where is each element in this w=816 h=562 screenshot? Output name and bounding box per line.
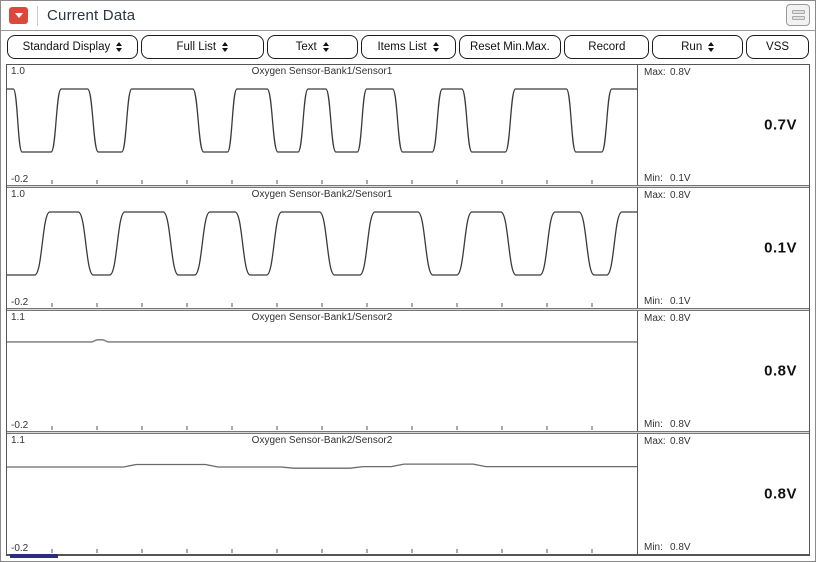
- panel-separator: [7, 185, 809, 188]
- max-value: 0.8V: [670, 436, 691, 447]
- max-stat: Max: 0.8V: [644, 190, 691, 201]
- y-min-label: -0.2: [11, 420, 29, 431]
- current-value: 0.7V: [764, 116, 797, 134]
- popup-arrows-icon: [432, 42, 439, 52]
- sensor-stats: Max: 0.8V 0.8V Min: 0.8V: [637, 434, 809, 554]
- channel-title: Oxygen Sensor-Bank1/Sensor2: [251, 312, 393, 323]
- min-stat: Min: 0.1V: [644, 173, 691, 184]
- sensor-panel: 1.0 Oxygen Sensor-Bank1/Sensor1 -0.2 Max…: [7, 65, 809, 185]
- reset-minmax-label: Reset Min.Max.: [469, 41, 550, 53]
- min-value: 0.1V: [670, 296, 691, 307]
- channel-title: Oxygen Sensor-Bank2/Sensor2: [251, 435, 393, 446]
- sensor-panel: 1.0 Oxygen Sensor-Bank2/Sensor1 -0.2 Max…: [7, 188, 809, 308]
- reset-minmax-button[interactable]: Reset Min.Max.: [458, 35, 562, 59]
- y-min-label: -0.2: [11, 543, 29, 554]
- max-stat: Max: 0.8V: [644, 67, 691, 78]
- data-list-view-button[interactable]: [786, 4, 810, 26]
- popup-arrows-icon: [116, 42, 123, 52]
- popup-arrows-icon: [708, 42, 715, 52]
- y-max-label: 1.1: [11, 435, 25, 446]
- record-label: Record: [588, 41, 626, 53]
- current-value: 0.1V: [764, 239, 797, 257]
- current-value: 0.8V: [764, 362, 797, 380]
- items-list-select[interactable]: Items List: [360, 35, 456, 59]
- items-list-label: Items List: [377, 41, 427, 53]
- y-max-label: 1.0: [11, 189, 25, 200]
- dropdown-arrow-icon: [14, 13, 23, 18]
- axis-ticks: [51, 426, 593, 430]
- selection-highlight-bar: [10, 554, 58, 558]
- axis-ticks: [51, 180, 593, 184]
- min-value: 0.1V: [670, 173, 691, 184]
- y-min-label: -0.2: [11, 174, 29, 185]
- waveform-svg: [7, 88, 637, 184]
- popup-arrows-icon: [222, 42, 229, 52]
- titlebar: Current Data: [1, 1, 815, 31]
- y-min-label: -0.2: [11, 297, 29, 308]
- sensor-stats: Max: 0.8V 0.8V Min: 0.8V: [637, 311, 809, 431]
- waveform-svg: [7, 463, 637, 553]
- view-format-select[interactable]: Text: [266, 35, 358, 59]
- display-mode-select[interactable]: Standard Display: [7, 35, 138, 59]
- axis-ticks: [51, 303, 593, 307]
- sensor-stats: Max: 0.8V 0.1V Min: 0.1V: [637, 188, 809, 308]
- min-stat: Min: 0.8V: [644, 542, 691, 553]
- run-select[interactable]: Run: [652, 35, 744, 59]
- channel-title: Oxygen Sensor-Bank2/Sensor1: [251, 189, 393, 200]
- record-button[interactable]: Record: [564, 35, 650, 59]
- list-icon: [791, 10, 805, 14]
- list-filter-label: Full List: [176, 41, 217, 53]
- view-format-label: Text: [295, 41, 317, 53]
- waveform-chart: 1.1 Oxygen Sensor-Bank1/Sensor2 -0.2: [7, 311, 637, 431]
- run-label: Run: [681, 41, 703, 53]
- vss-label: VSS: [766, 41, 790, 53]
- max-value: 0.8V: [670, 313, 691, 324]
- waveform-path: [7, 88, 637, 153]
- page-title: Current Data: [47, 7, 136, 24]
- waveform-panels: 1.0 Oxygen Sensor-Bank1/Sensor1 -0.2 Max…: [6, 64, 810, 556]
- max-value: 0.8V: [670, 190, 691, 201]
- waveform-svg: [7, 211, 637, 307]
- sensor-panel: 1.1 Oxygen Sensor-Bank1/Sensor2 -0.2 Max…: [7, 311, 809, 431]
- waveform-chart: 1.0 Oxygen Sensor-Bank1/Sensor1 -0.2: [7, 65, 637, 185]
- toolbar: Standard Display Full List Text Items Li…: [1, 31, 815, 64]
- min-stat: Min: 0.8V: [644, 419, 691, 430]
- waveform-path: [7, 463, 637, 469]
- waveform-path: [7, 211, 637, 276]
- window-menu-button[interactable]: [9, 7, 28, 24]
- sensor-stats: Max: 0.8V 0.7V Min: 0.1V: [637, 65, 809, 185]
- sensor-panel: 1.1 Oxygen Sensor-Bank2/Sensor2 -0.2 Max…: [7, 434, 809, 554]
- titlebar-divider: [37, 5, 38, 26]
- panel-separator: [7, 308, 809, 311]
- waveform-path: [7, 339, 637, 343]
- display-mode-label: Standard Display: [22, 41, 111, 53]
- axis-ticks: [51, 549, 593, 553]
- waveform-svg: [7, 339, 637, 430]
- vss-button[interactable]: VSS: [746, 35, 809, 59]
- current-value: 0.8V: [764, 485, 797, 503]
- min-value: 0.8V: [670, 542, 691, 553]
- panel-separator: [7, 431, 809, 434]
- list-icon: [791, 16, 805, 20]
- channel-title: Oxygen Sensor-Bank1/Sensor1: [251, 66, 393, 77]
- list-filter-select[interactable]: Full List: [140, 35, 264, 59]
- min-stat: Min: 0.1V: [644, 296, 691, 307]
- max-value: 0.8V: [670, 67, 691, 78]
- waveform-chart: 1.1 Oxygen Sensor-Bank2/Sensor2 -0.2: [7, 434, 637, 554]
- waveform-chart: 1.0 Oxygen Sensor-Bank2/Sensor1 -0.2: [7, 188, 637, 308]
- y-max-label: 1.1: [11, 312, 25, 323]
- popup-arrows-icon: [322, 42, 329, 52]
- min-value: 0.8V: [670, 419, 691, 430]
- y-max-label: 1.0: [11, 66, 25, 77]
- max-stat: Max: 0.8V: [644, 436, 691, 447]
- max-stat: Max: 0.8V: [644, 313, 691, 324]
